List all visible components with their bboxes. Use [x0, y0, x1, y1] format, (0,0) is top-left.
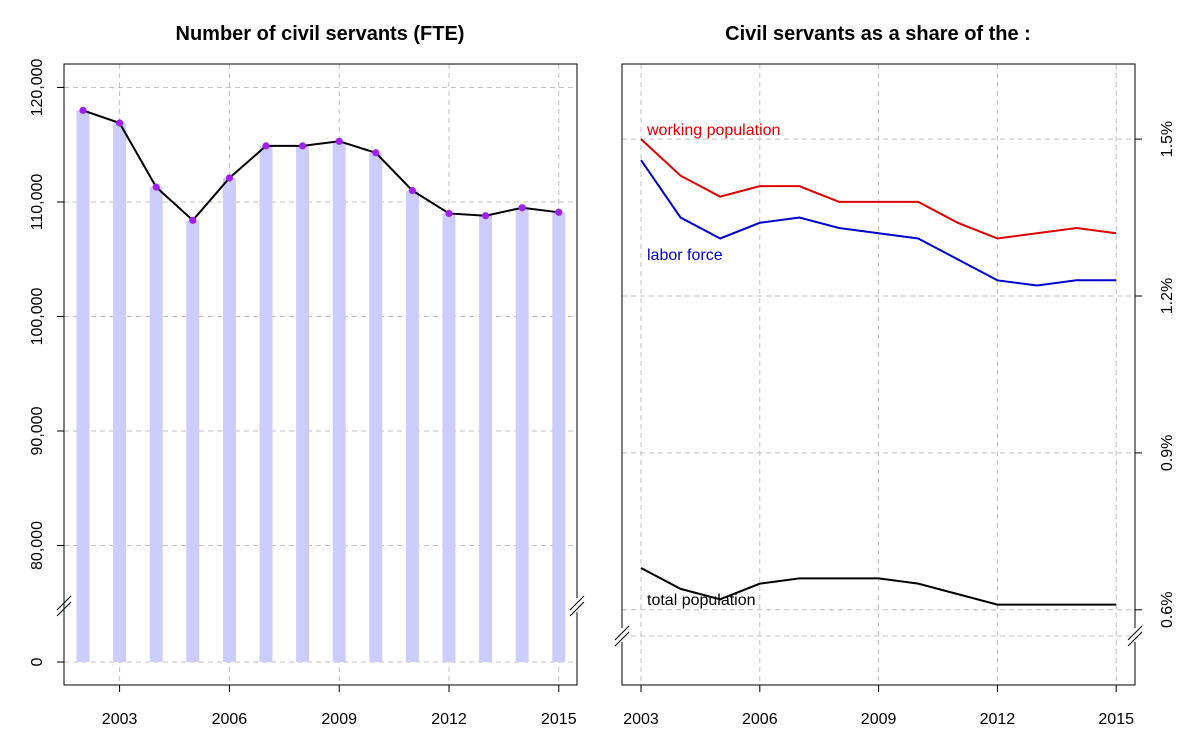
- bar-2014: [515, 207, 529, 662]
- right-x-tick-label: 2015: [1098, 711, 1134, 728]
- bar-2009: [332, 141, 346, 662]
- series-label-labor-force: labor force: [647, 247, 723, 264]
- point-2002: [79, 106, 87, 114]
- bar-2004: [149, 187, 163, 663]
- right-x-tick-label: 2012: [980, 711, 1016, 728]
- series-label-total-population: total population: [647, 592, 756, 609]
- bar-2015: [552, 212, 566, 662]
- right-series-labels: working population labor force total popul…: [646, 122, 780, 609]
- left-series-line: [82, 109, 559, 222]
- bar-2012: [442, 213, 456, 662]
- right-y-tick-label: 0.9%: [1159, 435, 1176, 471]
- left-x-tick-label: 2003: [102, 711, 138, 728]
- bar-2005: [186, 220, 200, 662]
- point-2007: [262, 142, 270, 150]
- right-x-tick-label: 2003: [623, 711, 659, 728]
- point-2015: [555, 208, 563, 216]
- right-chart-title: Civil servants as a share of the :: [725, 23, 1031, 45]
- left-x-tick-label: 2015: [541, 711, 577, 728]
- series-line-working-population: [640, 138, 1117, 240]
- bar-2003: [113, 122, 127, 663]
- point-2012: [445, 209, 453, 218]
- bar-2011: [405, 190, 419, 663]
- left-y-tick-label: 80,000: [29, 521, 46, 570]
- right-y-tick-label: 1.2%: [1159, 278, 1176, 314]
- bar-2002: [76, 110, 90, 662]
- left-y-tick-label: 100,000: [29, 287, 46, 345]
- point-2014: [518, 204, 526, 212]
- bar-2010: [369, 152, 383, 662]
- point-2010: [372, 149, 380, 157]
- left-points: [79, 106, 563, 224]
- left-y-tick-label: 110,000: [29, 174, 46, 231]
- left-chart-title: Number of civil servants (FTE): [176, 23, 465, 45]
- right-x-tick-label: 2009: [861, 711, 897, 728]
- right-x-tick-label: 2006: [742, 711, 778, 728]
- left-chart-panel: Number of civil servants (FTE) 2003 2006 2…: [29, 23, 585, 728]
- bar-2006: [222, 177, 236, 662]
- left-x-tick-label: 2006: [212, 711, 248, 728]
- right-y-axis: 0.6% 0.9% 1.2% 1.5%: [1134, 121, 1176, 628]
- series-label-working-population: working population: [646, 122, 780, 139]
- left-y-tick-label: 90,000: [29, 406, 46, 455]
- point-2009: [335, 137, 343, 145]
- right-grid: [622, 64, 1135, 685]
- left-y-tick-label: 0: [29, 657, 46, 666]
- left-x-axis: 2003 2006 2009 2012 2015: [102, 684, 577, 728]
- series-line-labor-force: [640, 159, 1117, 287]
- bar-2013: [479, 215, 493, 663]
- point-2004: [152, 183, 160, 191]
- right-chart-panel: Civil servants as a share of the : worki…: [614, 23, 1176, 728]
- left-y-axis: 0 80,000 90,000 100,000 110,000 120,000: [29, 58, 65, 666]
- left-y-tick-label: 120,000: [29, 58, 46, 116]
- series-line-total-population: [640, 567, 1117, 606]
- right-y-tick-label: 0.6%: [1159, 592, 1176, 628]
- point-2008: [299, 142, 307, 150]
- right-axis-break: [614, 625, 1143, 647]
- right-x-axis: 2003 2006 2009 2012 2015: [623, 684, 1134, 728]
- left-x-tick-label: 2012: [431, 711, 467, 728]
- point-2013: [482, 212, 490, 220]
- point-2006: [225, 174, 233, 182]
- bar-2008: [296, 145, 310, 662]
- left-x-tick-label: 2009: [321, 711, 357, 728]
- point-2005: [189, 216, 197, 224]
- bar-2007: [259, 145, 273, 662]
- left-grid: [64, 64, 577, 685]
- left-bars: [76, 110, 566, 663]
- right-series-lines: [640, 138, 1117, 606]
- left-plot-frame: [63, 63, 578, 686]
- right-y-tick-label: 1.5%: [1159, 121, 1176, 157]
- left-axis-break: [56, 595, 585, 617]
- point-2003: [116, 119, 124, 127]
- point-2011: [408, 186, 416, 195]
